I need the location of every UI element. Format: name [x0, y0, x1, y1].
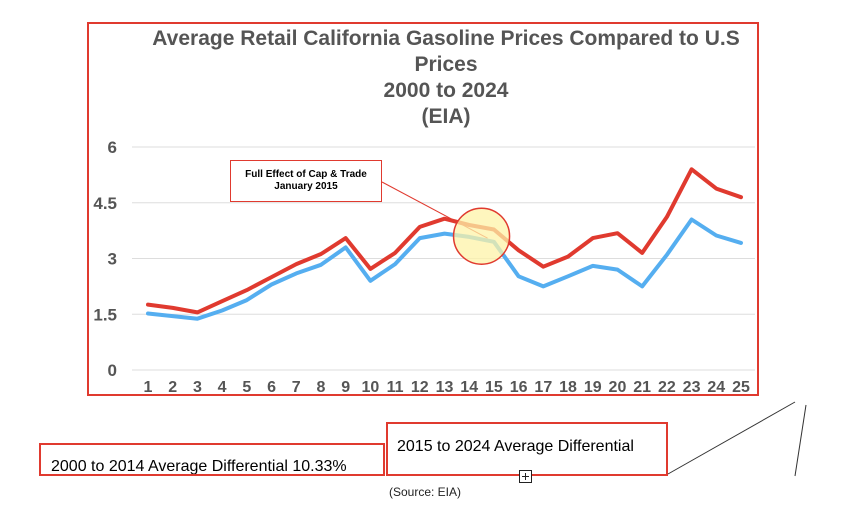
x-tick-label: 24	[707, 379, 725, 396]
chart-title-line: Average Retail California Gasoline Price…	[152, 27, 739, 50]
x-tick-label: 6	[267, 379, 276, 396]
highlight-circle	[452, 207, 511, 265]
source-note: (Source: EIA)	[388, 485, 462, 499]
y-tick-label: 3	[108, 250, 117, 269]
annotation	[381, 181, 511, 265]
chart-title: Average Retail California Gasoline Price…	[152, 27, 739, 128]
y-axis-ticks: 0 1.5 3 4.5 6	[93, 138, 117, 380]
x-tick-label: 17	[534, 379, 552, 396]
y-tick-label: 6	[108, 138, 117, 157]
connector-line	[794, 404, 807, 477]
series-line-california	[146, 167, 743, 315]
differential-2000-2014-box: 2000 to 2014 Average Differential 10.33%	[39, 443, 385, 476]
x-tick-label: 8	[317, 379, 326, 396]
x-tick-label: 16	[510, 379, 528, 396]
chart-frame	[87, 22, 759, 396]
x-tick-label: 2	[168, 379, 177, 396]
series-line-us	[146, 217, 743, 321]
annotation-line-2: January 2015	[274, 181, 338, 192]
chart-title-line: (EIA)	[422, 105, 471, 128]
chart-title-line: Prices	[414, 53, 477, 76]
chart-title-line: 2000 to 2024	[384, 79, 509, 102]
x-tick-label: 20	[609, 379, 627, 396]
expand-plus-icon[interactable]	[519, 470, 532, 483]
x-tick-label: 12	[411, 379, 429, 396]
x-tick-label: 23	[683, 379, 701, 396]
x-tick-label: 18	[559, 379, 577, 396]
connector-line	[667, 401, 796, 475]
x-tick-label: 15	[485, 379, 503, 396]
x-tick-label: 22	[658, 379, 676, 396]
y-tick-label: 4.5	[93, 194, 117, 213]
x-tick-label: 25	[732, 379, 750, 396]
differential-2015-2024-box: 2015 to 2024 Average Differential	[386, 422, 668, 476]
annotation-line-1: Full Effect of Cap & Trade	[245, 169, 367, 180]
x-axis-ticks: 1 2 3 4 5 6 7 8 9 10 11 12 13 14 15 16 17 18 19 20 21 22 23 24 2…	[144, 379, 750, 396]
differential-2000-2014-text: 2000 to 2014 Average Differential 10.33%	[51, 458, 347, 475]
x-tick-label: 1	[144, 379, 153, 396]
series	[146, 167, 743, 321]
x-tick-label: 7	[292, 379, 301, 396]
differential-2015-2024-text: 2015 to 2024 Average Differential	[397, 438, 634, 455]
x-tick-label: 14	[460, 379, 478, 396]
x-tick-label: 4	[218, 379, 227, 396]
x-tick-label: 3	[193, 379, 202, 396]
y-tick-label: 1.5	[93, 305, 117, 324]
x-tick-label: 11	[387, 379, 404, 396]
x-tick-label: 21	[633, 379, 651, 396]
x-tick-label: 19	[584, 379, 602, 396]
x-tick-label: 9	[341, 379, 350, 396]
grid	[132, 146, 755, 371]
annotation-box: Full Effect of Cap & Trade January 2015	[230, 160, 382, 202]
x-tick-label: 13	[436, 379, 454, 396]
chart: Average Retail California Gasoline Price…	[93, 27, 755, 396]
x-tick-label: 5	[242, 379, 251, 396]
y-tick-label: 0	[108, 361, 117, 380]
x-tick-label: 10	[361, 379, 379, 396]
